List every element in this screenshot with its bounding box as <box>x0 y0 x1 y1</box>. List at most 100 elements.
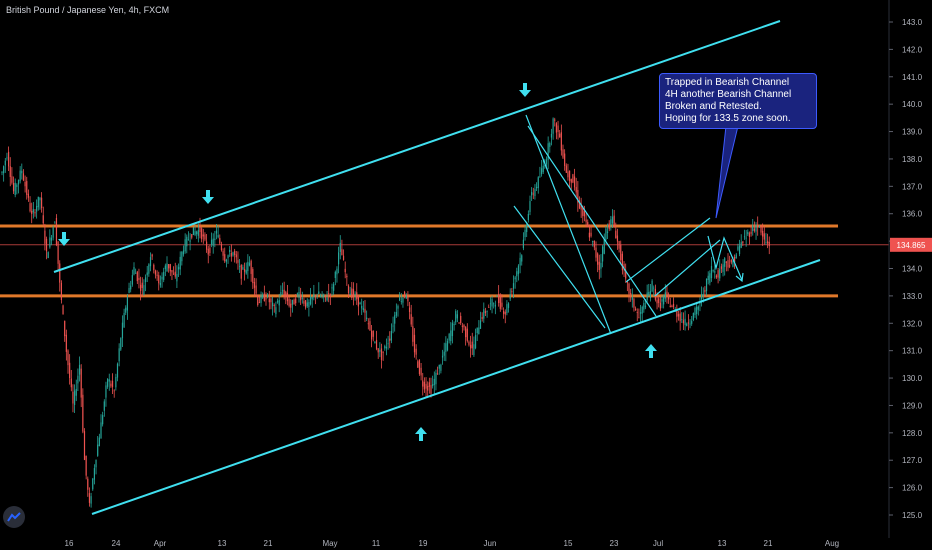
candle-body <box>555 123 557 133</box>
candle-body <box>324 295 326 297</box>
time-tick-label: Apr <box>154 539 167 548</box>
candle-body <box>455 311 457 323</box>
candle-body <box>707 275 709 280</box>
candle-body <box>379 349 381 352</box>
candle-body <box>460 315 462 324</box>
price-tick-label: 139.0 <box>902 128 923 137</box>
candle-body <box>544 165 546 166</box>
upper-channel-line <box>53 20 781 273</box>
candle-body <box>514 277 516 280</box>
candle-body <box>306 302 308 307</box>
rising-wedge-lower <box>654 239 721 297</box>
candle-body <box>545 159 548 165</box>
candle-body <box>121 322 124 339</box>
candle-body <box>529 201 531 212</box>
candle-body <box>176 273 178 282</box>
candle-body <box>346 275 348 278</box>
candle-body <box>470 344 472 349</box>
candle-body <box>136 271 138 282</box>
candle-body <box>138 277 140 281</box>
projection-arrowhead <box>735 272 744 283</box>
candle-body <box>450 330 452 342</box>
candle-body <box>12 182 15 192</box>
candle-body <box>549 142 551 147</box>
candle-body <box>441 355 444 358</box>
candle-body <box>590 232 592 237</box>
tradingview-logo-icon[interactable] <box>3 506 25 528</box>
candle-body <box>635 308 637 311</box>
candle-body <box>342 255 345 261</box>
candle-body <box>283 289 285 297</box>
candle-body <box>92 478 94 490</box>
candle-body <box>536 186 538 189</box>
candle-body <box>511 291 513 293</box>
candle-body <box>219 238 221 244</box>
candle-body <box>140 284 142 291</box>
candle-body <box>67 350 69 366</box>
candle-body <box>207 248 209 255</box>
candle-body <box>598 261 600 271</box>
candle-body <box>298 292 300 298</box>
candle-body <box>479 320 482 329</box>
last-price-label: 134.865 <box>897 241 926 250</box>
candle-body <box>186 236 188 247</box>
candle-body <box>437 373 439 375</box>
analysis-note[interactable]: Trapped in Bearish Channel 4H another Be… <box>659 73 817 129</box>
candle-body <box>209 247 211 254</box>
candle-body <box>696 306 698 315</box>
candle-body <box>745 237 747 239</box>
time-tick-label: 13 <box>218 539 227 548</box>
candle-body <box>659 302 661 309</box>
candle-body <box>199 226 201 233</box>
candle-body <box>280 291 282 296</box>
candle-body <box>41 197 43 209</box>
candle-body <box>197 230 199 236</box>
candle-body <box>757 225 759 228</box>
candle-body <box>57 241 59 264</box>
candle-body <box>661 299 663 302</box>
candle-body <box>204 234 206 240</box>
candle-body <box>540 168 543 175</box>
candle-body <box>626 281 628 283</box>
candle-body <box>539 176 541 178</box>
candle-body <box>649 290 652 298</box>
candle-body <box>75 388 77 396</box>
candle-body <box>573 176 576 188</box>
candle-body <box>453 324 455 326</box>
candle-body <box>471 341 473 349</box>
candle-body <box>666 291 668 295</box>
candle-body <box>727 260 729 268</box>
candle-body <box>98 437 100 447</box>
candle-body <box>394 315 396 324</box>
candle-body <box>413 334 416 353</box>
candle-body <box>293 299 295 305</box>
candle-body <box>356 292 358 300</box>
candle-body <box>737 246 739 250</box>
candle-body <box>166 263 168 272</box>
candle-body <box>278 300 280 306</box>
candle-body <box>423 381 425 390</box>
candle-body <box>382 351 384 353</box>
candle-body <box>174 271 176 277</box>
candle-body <box>669 305 671 308</box>
candle-body <box>488 306 490 308</box>
candle-body <box>21 170 23 174</box>
candle-body <box>679 313 681 322</box>
candle-body <box>463 324 465 328</box>
candle-body <box>290 303 292 308</box>
candle-body <box>243 269 246 272</box>
candle-body <box>493 303 495 305</box>
candle-body <box>34 212 36 214</box>
candle-body <box>542 165 544 173</box>
price-tick-label: 142.0 <box>902 45 923 54</box>
bearish-channel-upper <box>525 114 612 335</box>
candle-body <box>427 385 429 391</box>
candle-body <box>326 297 328 301</box>
candle-body <box>750 231 752 234</box>
candle-body <box>742 241 744 244</box>
candle-body <box>50 237 53 241</box>
candle-body <box>130 285 132 290</box>
candle-body <box>580 203 582 210</box>
candle-body <box>715 275 718 278</box>
